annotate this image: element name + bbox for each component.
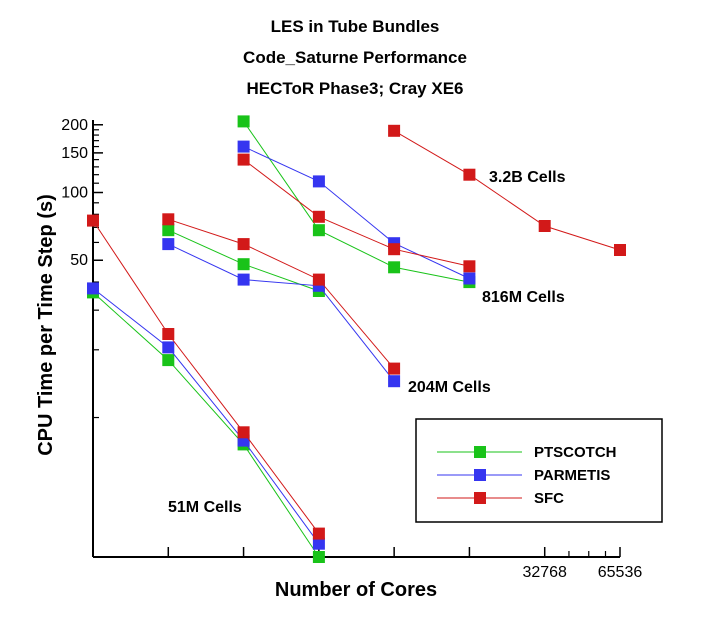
data-point [312,210,325,223]
data-point [312,537,325,550]
data-point [614,244,626,256]
group-label: 816M Cells [482,289,565,306]
data-point [87,214,99,227]
data-point [87,282,99,295]
series-layer [87,115,626,563]
series-group [388,124,626,256]
data-point [388,362,401,375]
x-axis-label: Number of Cores [275,579,437,601]
data-point [162,341,175,354]
series-line [243,121,470,283]
series-line [393,130,621,251]
series-line [92,288,320,544]
data-point [312,273,325,286]
group-label: 204M Cells [408,379,491,396]
data-point [538,220,551,232]
axes: 32768 65536 50 100 150 200 [61,117,642,581]
chart-title: LES in Tube Bundles [271,17,440,36]
data-point [237,238,250,251]
series-line [92,220,320,534]
chart-subtitle: Code_Saturne Performance [243,48,467,67]
legend: PTSCOTCH PARMETIS SFC [415,418,663,523]
series-group [162,213,401,388]
group-label: 3.2B Cells [489,169,566,186]
group-label: 51M Cells [168,499,242,516]
legend-marker [474,446,486,458]
chart-subtitle-system: HECToR Phase3; Cray XE6 [247,79,464,98]
data-point [237,115,250,128]
x-tick-label: 65536 [598,564,643,581]
data-point [237,258,250,271]
data-point [162,238,175,251]
legend-label: PTSCOTCH [534,444,617,461]
y-tick-label: 200 [61,117,88,134]
series-line [243,159,470,267]
legend-marker [474,469,486,481]
data-point [237,273,250,286]
data-point [162,328,175,340]
group-annotations: 51M Cells 204M Cells 816M Cells 3.2B Cells [168,169,566,516]
data-point [463,272,476,285]
data-point [463,260,476,273]
data-point [237,140,250,153]
data-point [388,375,401,388]
data-point [237,426,250,439]
data-point [388,243,401,256]
series-line [168,243,395,382]
data-point [312,224,325,237]
series-line [168,218,395,369]
legend-label: SFC [534,490,564,507]
series-group [237,115,476,289]
y-tick-label: 100 [61,185,88,202]
data-point [312,551,325,563]
series-line [243,146,470,279]
y-axis-label: CPU Time per Time Step (s) [35,194,57,456]
data-point [463,168,476,181]
y-tick-label: 50 [70,252,88,269]
legend-marker [474,492,486,504]
legend-label: PARMETIS [534,467,610,484]
data-point [312,527,325,540]
data-point [162,354,175,367]
x-tick-label: 32768 [522,564,567,581]
data-point [388,261,401,274]
series-line [92,292,320,558]
chart-titles: LES in Tube Bundles Code_Saturne Perform… [243,17,467,98]
data-point [237,153,250,166]
data-point [162,224,175,237]
data-point [312,175,325,188]
data-point [388,124,401,137]
y-tick-label: 150 [61,145,88,162]
series-group [87,214,325,563]
data-point [162,213,175,226]
legend-box [415,418,663,523]
